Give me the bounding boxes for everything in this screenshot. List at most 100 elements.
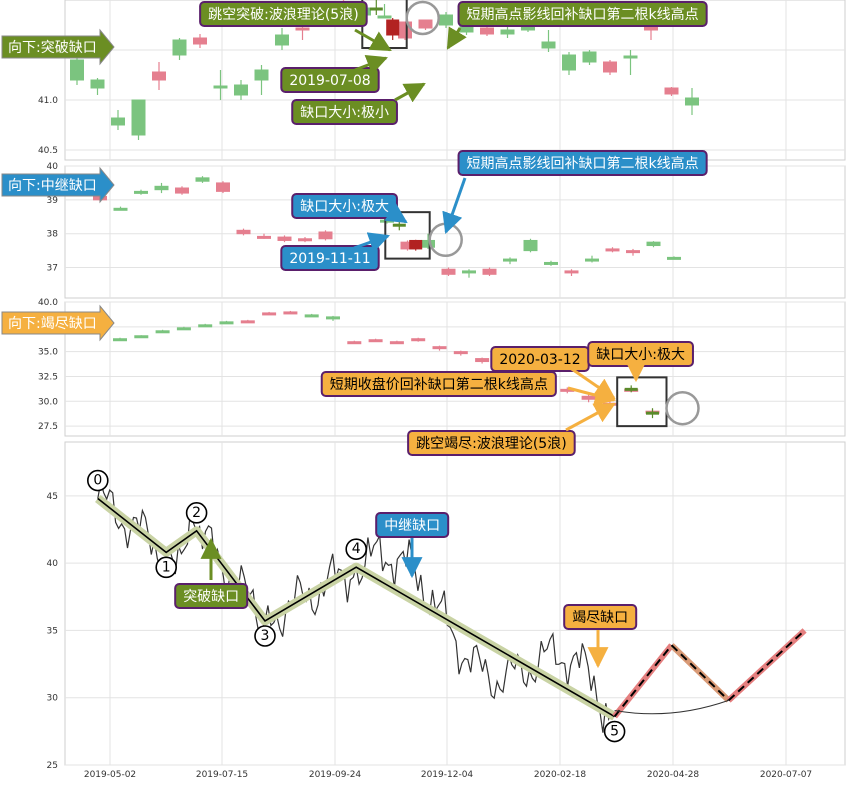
candle-body: [562, 54, 576, 71]
label-box: [375, 512, 450, 538]
label-text: 中继缺口: [384, 518, 440, 534]
label-box: [320, 371, 557, 397]
breakout-size-label: 缺口大小:极小: [291, 99, 398, 125]
candle-body: [582, 51, 597, 63]
candle: [318, 230, 333, 241]
y-tick-label: 30.0: [38, 397, 58, 407]
candle-body: [257, 235, 271, 239]
candle-body: [667, 256, 681, 260]
candle-body: [213, 85, 228, 89]
candle-body: [646, 241, 661, 247]
candle: [240, 319, 255, 324]
candle-body: [380, 219, 394, 223]
candle-body: [624, 387, 638, 391]
exhaustion-event-label: 竭尽缺口: [563, 604, 638, 630]
wave-point-label: 3: [261, 628, 270, 644]
breakout-size-arrow: [394, 82, 426, 103]
forecast-line: [727, 629, 806, 702]
x-tick-label: 2020-07-07: [760, 770, 812, 780]
banner-label: 向下:竭尽缺口: [8, 316, 97, 332]
breakout-pattern-arrow: [354, 28, 392, 52]
candle: [111, 110, 125, 130]
candle-body: [585, 258, 599, 262]
candle-body: [377, 15, 392, 19]
price-line: [97, 481, 616, 733]
candle: [646, 241, 661, 248]
candle: [347, 340, 362, 345]
candle: [198, 323, 213, 328]
candle-body: [386, 19, 400, 36]
candle-body: [439, 14, 453, 26]
candle-body: [240, 320, 255, 324]
label-text: 竭尽缺口: [572, 610, 628, 626]
wave-point-label: 5: [610, 724, 619, 740]
candle-body: [664, 87, 679, 95]
wave-point-marker: [345, 538, 368, 560]
candle-body: [152, 71, 166, 81]
candle: [368, 338, 383, 343]
candle: [462, 269, 476, 278]
candle-body: [564, 270, 579, 274]
candle: [176, 326, 191, 331]
wave-point-label: 0: [93, 473, 102, 489]
wave-point-marker: [603, 720, 626, 743]
candle-body: [113, 207, 128, 211]
candle: [134, 189, 148, 195]
label-box: [291, 99, 398, 125]
breakout-date-arrow: [354, 55, 388, 75]
gap-fill-circle: [665, 390, 700, 426]
candle: [453, 350, 468, 356]
y-tick-label: 38: [47, 230, 59, 240]
candle-body: [685, 97, 699, 106]
candle-body: [409, 239, 423, 250]
label-text: 突破缺口: [183, 589, 239, 605]
x-tick-label: 2019-05-02: [84, 770, 136, 780]
continuation-date-label: 2019-11-11: [280, 245, 380, 271]
label-text: 缺口大小:极小: [300, 105, 389, 121]
y-tick-label: 27.5: [38, 422, 58, 432]
label-text: 短期收盘价回补缺口第二根k线高点: [330, 376, 548, 393]
candle: [113, 206, 128, 211]
continuation-size-arrow: [384, 202, 408, 224]
candle-body: [605, 248, 620, 252]
candle-body: [295, 27, 310, 31]
banner-label: 向下:中继缺口: [8, 178, 97, 194]
forecast-line: [613, 644, 673, 718]
candle-body: [392, 223, 406, 227]
candle-body: [70, 59, 84, 81]
candle: [389, 340, 404, 345]
breakout-date-label: 2019-07-08: [280, 67, 380, 93]
candle: [152, 62, 166, 90]
breakout-shadow-label: 短期高点影线回补缺口第二根k线高点: [457, 1, 708, 27]
candle: [131, 99, 146, 140]
candle: [475, 357, 490, 364]
candle-body: [441, 268, 456, 275]
candle-body: [318, 231, 333, 240]
candle-body: [411, 338, 426, 342]
candle: [667, 256, 681, 260]
wave-point-marker: [155, 556, 177, 579]
candle-body: [234, 84, 248, 96]
y-tick-label: 30: [47, 694, 59, 704]
candle-body: [626, 250, 640, 254]
candle-body: [304, 314, 319, 318]
candle: [236, 228, 251, 236]
y-tick-label: 40: [47, 162, 59, 172]
candle: [500, 25, 515, 38]
candle: [664, 87, 679, 96]
continuation-date-arrow: [353, 232, 390, 253]
candle: [90, 78, 105, 95]
label-text: 短期高点影线回补缺口第二根k线高点: [467, 6, 699, 23]
candle-body: [326, 316, 340, 320]
candle-body: [623, 55, 638, 59]
banner-exhaustion: 向下:竭尽缺口: [1, 304, 115, 342]
candle: [275, 28, 289, 50]
candle: [113, 337, 127, 342]
candle-body: [298, 238, 312, 242]
candle-body: [544, 261, 558, 265]
x-tick-label: 2020-04-28: [647, 770, 700, 780]
label-text: 跳空竭尽:波浪理论(5浪): [416, 436, 567, 452]
candle-body: [389, 341, 404, 345]
candle-body: [176, 327, 191, 331]
